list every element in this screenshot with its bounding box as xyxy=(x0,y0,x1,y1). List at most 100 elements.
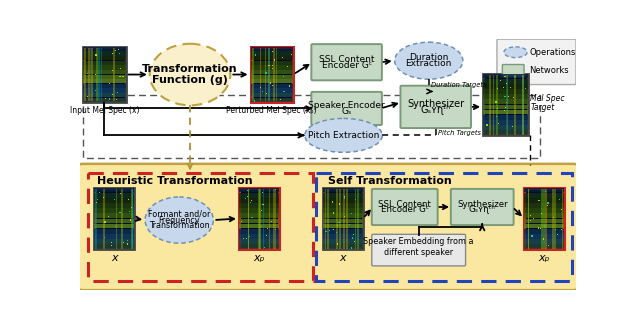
Bar xyxy=(239,234,279,239)
Bar xyxy=(250,84,293,88)
FancyBboxPatch shape xyxy=(372,234,465,266)
FancyBboxPatch shape xyxy=(502,65,524,77)
Text: Synthesizer: Synthesizer xyxy=(407,98,464,109)
Bar xyxy=(323,188,363,249)
Bar xyxy=(525,88,526,89)
Bar xyxy=(275,189,276,190)
Bar xyxy=(344,216,346,217)
Bar xyxy=(524,198,564,203)
Bar xyxy=(83,88,125,93)
Bar xyxy=(344,198,345,199)
Ellipse shape xyxy=(150,44,230,105)
Bar xyxy=(344,196,345,197)
Bar xyxy=(131,207,132,208)
Text: Speaker Embedding from a
different speaker: Speaker Embedding from a different speak… xyxy=(364,237,474,257)
Bar xyxy=(95,188,97,248)
Bar xyxy=(114,199,115,200)
Bar xyxy=(127,243,128,244)
Bar xyxy=(268,48,269,101)
Bar xyxy=(323,198,363,203)
Bar xyxy=(260,48,261,101)
Bar xyxy=(246,238,247,239)
Bar xyxy=(527,188,529,248)
Bar xyxy=(554,229,556,230)
Bar xyxy=(269,188,270,248)
Bar xyxy=(243,238,244,239)
Bar xyxy=(88,48,90,101)
Bar xyxy=(524,188,564,192)
Bar xyxy=(83,65,125,69)
Bar xyxy=(547,202,548,204)
Bar xyxy=(95,74,96,75)
Bar xyxy=(239,224,279,229)
Text: Gₛ: Gₛ xyxy=(341,107,352,116)
Bar xyxy=(486,125,488,126)
Bar xyxy=(103,188,105,248)
Bar xyxy=(250,47,293,51)
Bar xyxy=(349,224,350,225)
Bar xyxy=(94,188,134,249)
Text: Encoder Gᶜ: Encoder Gᶜ xyxy=(381,205,429,215)
Bar xyxy=(323,224,363,229)
Text: Gₛʏɳᵗʰ: Gₛʏɳᵗʰ xyxy=(420,105,451,115)
Bar xyxy=(524,224,564,229)
Bar xyxy=(337,225,338,226)
Bar xyxy=(483,110,528,114)
Bar xyxy=(323,218,363,223)
Bar xyxy=(120,68,121,69)
Bar xyxy=(483,94,528,99)
Text: SSL Content: SSL Content xyxy=(319,55,374,64)
Bar xyxy=(112,94,113,95)
Text: Pitch Extraction: Pitch Extraction xyxy=(308,131,379,140)
Bar xyxy=(250,202,252,203)
Bar xyxy=(94,239,134,244)
Bar xyxy=(524,234,564,239)
Bar xyxy=(119,53,120,54)
Bar xyxy=(87,96,88,97)
Bar xyxy=(250,70,293,74)
Bar xyxy=(552,188,554,248)
Bar xyxy=(483,99,528,104)
Text: xₚ: xₚ xyxy=(253,253,265,263)
Bar xyxy=(248,188,250,248)
Bar xyxy=(506,83,507,84)
Bar xyxy=(103,197,104,198)
Bar xyxy=(266,235,268,236)
Bar xyxy=(112,69,113,71)
FancyBboxPatch shape xyxy=(401,86,471,128)
Bar xyxy=(97,199,99,200)
Bar xyxy=(80,39,576,165)
Bar xyxy=(541,188,543,248)
Bar xyxy=(104,237,105,238)
Text: Function (g): Function (g) xyxy=(152,75,228,85)
Bar xyxy=(538,228,540,229)
Bar xyxy=(120,193,122,194)
Bar xyxy=(271,221,272,222)
Bar xyxy=(104,221,106,223)
Bar xyxy=(111,245,113,246)
Bar xyxy=(83,61,125,65)
Bar xyxy=(121,188,122,248)
Bar xyxy=(532,217,534,219)
Bar xyxy=(323,244,363,249)
Bar xyxy=(83,95,540,158)
Bar xyxy=(109,83,110,84)
Bar xyxy=(94,188,134,192)
Bar xyxy=(506,102,507,103)
Bar xyxy=(94,234,134,239)
Bar xyxy=(274,59,275,61)
Bar xyxy=(323,203,363,208)
Text: x: x xyxy=(339,253,346,263)
Bar xyxy=(483,84,528,89)
Bar xyxy=(545,188,547,248)
Bar xyxy=(547,205,548,206)
Bar xyxy=(336,188,338,248)
Bar xyxy=(94,203,134,208)
Bar xyxy=(111,242,112,243)
Bar xyxy=(94,229,134,233)
Bar xyxy=(266,93,268,94)
Bar xyxy=(83,75,125,79)
Text: Frequency: Frequency xyxy=(159,215,200,225)
Bar xyxy=(508,96,509,97)
Bar xyxy=(239,218,279,223)
